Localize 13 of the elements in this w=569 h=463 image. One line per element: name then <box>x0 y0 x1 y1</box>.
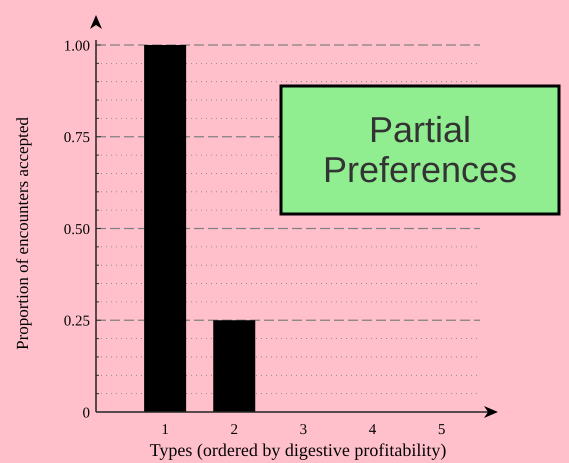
x-tick-label: 3 <box>300 422 308 438</box>
y-axis-title: Proportion of encounters accepted <box>13 116 32 350</box>
y-tick-label: 0.50 <box>64 222 90 238</box>
x-tick-label: 2 <box>230 422 238 438</box>
y-tick-label: 0 <box>82 405 90 422</box>
y-tick-label: 1.00 <box>64 38 90 54</box>
x-tick-label: 1 <box>161 422 169 438</box>
y-tick-label: 0.75 <box>64 130 90 146</box>
annotation: Partial Preferences <box>322 109 518 190</box>
x-tick-label: 4 <box>368 422 377 438</box>
x-tick-label: 5 <box>438 422 446 438</box>
y-tick-label: 0.25 <box>64 314 90 330</box>
x-axis-title: Types (ordered by digestive profitability) <box>150 440 446 460</box>
